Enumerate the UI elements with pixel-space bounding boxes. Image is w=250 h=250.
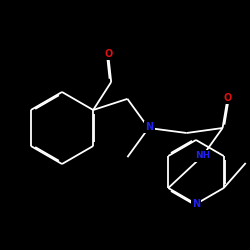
Text: O: O bbox=[224, 93, 232, 103]
Text: N: N bbox=[192, 199, 200, 209]
Text: O: O bbox=[104, 49, 112, 59]
Text: NH: NH bbox=[195, 152, 210, 160]
Text: N: N bbox=[146, 122, 154, 132]
